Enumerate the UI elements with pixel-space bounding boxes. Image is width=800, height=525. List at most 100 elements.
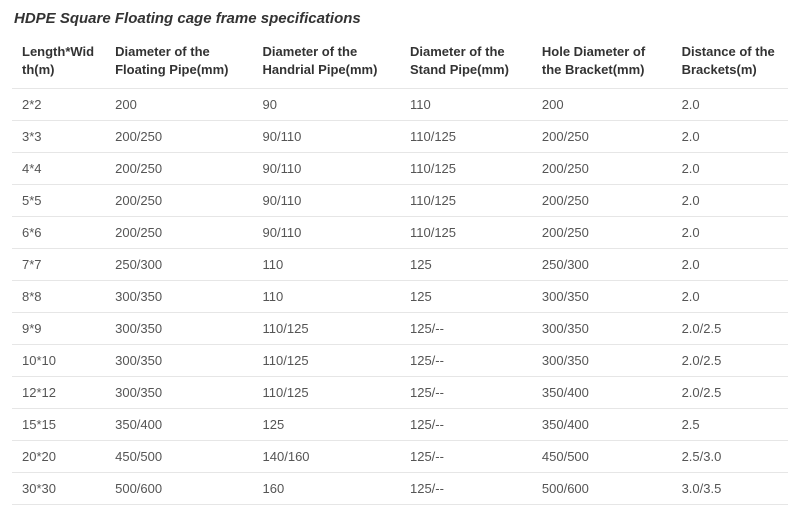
col-header: Diameter of the Stand Pipe(mm): [400, 37, 532, 89]
table-cell: 90/110: [253, 153, 400, 185]
table-cell: 200/250: [532, 185, 672, 217]
table-cell: 2.0: [672, 121, 788, 153]
col-header: Diameter of the Floating Pipe(mm): [105, 37, 252, 89]
table-cell: 15*15: [12, 409, 105, 441]
table-cell: 3*3: [12, 121, 105, 153]
table-row: 15*15350/400125125/--350/4002.5: [12, 409, 788, 441]
table-cell: 300/350: [105, 345, 252, 377]
table-cell: 2.0: [672, 185, 788, 217]
table-cell: 200/250: [105, 153, 252, 185]
table-row: 30*30500/600160125/--500/6003.0/3.5: [12, 473, 788, 505]
table-cell: 300/350: [105, 313, 252, 345]
table-row: 9*9300/350110/125125/--300/3502.0/2.5: [12, 313, 788, 345]
col-header: Distance of the Brackets(m): [672, 37, 788, 89]
table-cell: 125: [400, 281, 532, 313]
table-cell: 2.0: [672, 217, 788, 249]
table-cell: 200/250: [532, 153, 672, 185]
table-cell: 6*6: [12, 217, 105, 249]
spec-table: Length*Width(m) Diameter of the Floating…: [12, 37, 788, 505]
col-header: Length*Width(m): [12, 37, 105, 89]
table-row: 6*6200/25090/110110/125200/2502.0: [12, 217, 788, 249]
table-cell: 300/350: [532, 313, 672, 345]
table-cell: 90/110: [253, 121, 400, 153]
table-cell: 110: [253, 281, 400, 313]
table-cell: 12*12: [12, 377, 105, 409]
table-cell: 5*5: [12, 185, 105, 217]
table-cell: 2.0: [672, 89, 788, 121]
table-cell: 500/600: [532, 473, 672, 505]
table-cell: 300/350: [105, 281, 252, 313]
table-cell: 10*10: [12, 345, 105, 377]
table-cell: 125: [253, 409, 400, 441]
table-cell: 8*8: [12, 281, 105, 313]
table-cell: 2*2: [12, 89, 105, 121]
table-row: 8*8300/350110125300/3502.0: [12, 281, 788, 313]
table-cell: 90/110: [253, 217, 400, 249]
table-cell: 350/400: [532, 377, 672, 409]
table-cell: 3.0/3.5: [672, 473, 788, 505]
table-cell: 125/--: [400, 441, 532, 473]
table-cell: 2.0/2.5: [672, 345, 788, 377]
table-row: 2*2200901102002.0: [12, 89, 788, 121]
col-header: Hole Diameter of the Bracket(mm): [532, 37, 672, 89]
table-cell: 125/--: [400, 345, 532, 377]
table-cell: 200/250: [105, 185, 252, 217]
table-cell: 200/250: [532, 217, 672, 249]
table-cell: 20*20: [12, 441, 105, 473]
table-cell: 110/125: [253, 377, 400, 409]
table-cell: 200/250: [105, 217, 252, 249]
table-cell: 125: [400, 249, 532, 281]
page-title: HDPE Square Floating cage frame specific…: [14, 10, 788, 27]
table-cell: 90/110: [253, 185, 400, 217]
table-row: 5*5200/25090/110110/125200/2502.0: [12, 185, 788, 217]
table-cell: 4*4: [12, 153, 105, 185]
table-cell: 110: [400, 89, 532, 121]
table-cell: 125/--: [400, 473, 532, 505]
table-cell: 110/125: [400, 185, 532, 217]
table-row: 20*20450/500140/160125/--450/5002.5/3.0: [12, 441, 788, 473]
table-cell: 200: [532, 89, 672, 121]
table-row: 12*12300/350110/125125/--350/4002.0/2.5: [12, 377, 788, 409]
table-cell: 200: [105, 89, 252, 121]
table-cell: 110/125: [400, 217, 532, 249]
table-cell: 250/300: [532, 249, 672, 281]
table-cell: 2.0/2.5: [672, 377, 788, 409]
table-cell: 2.5/3.0: [672, 441, 788, 473]
table-cell: 110/125: [253, 345, 400, 377]
col-header: Diameter of the Handrial Pipe(mm): [253, 37, 400, 89]
table-cell: 450/500: [105, 441, 252, 473]
table-cell: 300/350: [532, 281, 672, 313]
table-cell: 350/400: [532, 409, 672, 441]
table-cell: 160: [253, 473, 400, 505]
table-cell: 450/500: [532, 441, 672, 473]
table-cell: 300/350: [105, 377, 252, 409]
table-cell: 2.0: [672, 153, 788, 185]
table-cell: 2.0: [672, 249, 788, 281]
table-cell: 110: [253, 249, 400, 281]
table-header-row: Length*Width(m) Diameter of the Floating…: [12, 37, 788, 89]
table-cell: 140/160: [253, 441, 400, 473]
table-cell: 110/125: [400, 153, 532, 185]
table-cell: 110/125: [253, 313, 400, 345]
table-cell: 250/300: [105, 249, 252, 281]
table-cell: 2.5: [672, 409, 788, 441]
table-cell: 500/600: [105, 473, 252, 505]
table-cell: 350/400: [105, 409, 252, 441]
table-cell: 125/--: [400, 313, 532, 345]
table-row: 3*3200/25090/110110/125200/2502.0: [12, 121, 788, 153]
table-cell: 30*30: [12, 473, 105, 505]
table-cell: 300/350: [532, 345, 672, 377]
table-row: 4*4200/25090/110110/125200/2502.0: [12, 153, 788, 185]
table-cell: 2.0/2.5: [672, 313, 788, 345]
table-cell: 200/250: [105, 121, 252, 153]
table-cell: 125/--: [400, 377, 532, 409]
table-cell: 7*7: [12, 249, 105, 281]
table-cell: 90: [253, 89, 400, 121]
table-cell: 9*9: [12, 313, 105, 345]
table-body: 2*2200901102002.03*3200/25090/110110/125…: [12, 89, 788, 505]
table-cell: 2.0: [672, 281, 788, 313]
table-cell: 125/--: [400, 409, 532, 441]
table-cell: 110/125: [400, 121, 532, 153]
table-row: 10*10300/350110/125125/--300/3502.0/2.5: [12, 345, 788, 377]
table-row: 7*7250/300110125250/3002.0: [12, 249, 788, 281]
